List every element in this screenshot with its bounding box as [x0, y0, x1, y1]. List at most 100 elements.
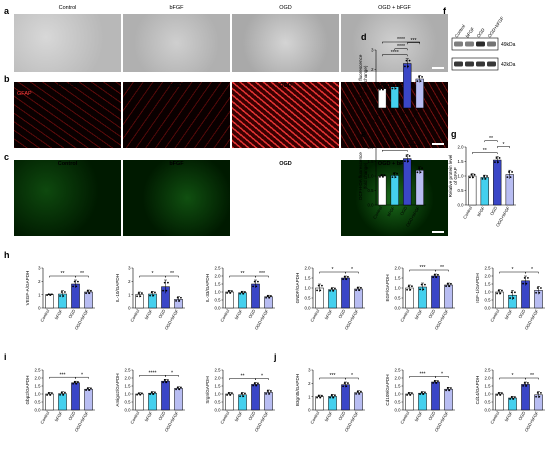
significance-stars: *** — [419, 372, 425, 378]
y-tick-label: 0.0 — [368, 203, 375, 208]
bar — [415, 169, 424, 206]
data-point — [342, 385, 344, 388]
bar — [403, 158, 412, 206]
data-point — [484, 177, 487, 180]
data-point — [391, 87, 394, 90]
data-point — [334, 394, 336, 397]
y-tick-label: 2.0 — [395, 376, 402, 381]
data-point — [536, 287, 539, 289]
data-point — [242, 292, 245, 295]
y-axis-label: (fold change) — [363, 65, 368, 92]
data-point — [405, 59, 408, 62]
y-tick-label: 1.0 — [395, 286, 402, 291]
bar — [493, 159, 502, 206]
significance-stars: **** — [397, 44, 405, 50]
bar — [341, 277, 350, 309]
y-tick-label: 2 — [371, 67, 374, 72]
y-tick-label: 1.0 — [485, 392, 492, 397]
data-point — [226, 394, 228, 396]
significance-stars: ** — [530, 373, 534, 379]
data-point — [244, 290, 246, 293]
data-point — [435, 382, 438, 384]
data-point — [345, 278, 348, 281]
data-point — [180, 386, 182, 389]
blot-frame — [451, 57, 499, 71]
x-tick-label: Control — [219, 410, 230, 424]
data-point — [448, 389, 451, 392]
blot-band — [476, 61, 485, 67]
data-point — [525, 282, 528, 285]
data-point — [473, 173, 476, 176]
data-point — [416, 80, 419, 82]
x-tick-label: OGD — [67, 411, 76, 422]
scale-bar — [432, 67, 444, 69]
data-point — [418, 167, 420, 170]
y-tick-label: 0.5 — [368, 188, 375, 193]
y-tick-label: 1.0 — [215, 290, 222, 295]
data-point — [407, 160, 409, 163]
panel-letter-b: b — [4, 74, 10, 84]
data-point — [408, 59, 411, 62]
x-tick-label: Control — [129, 308, 140, 322]
data-point — [499, 292, 502, 295]
data-point — [511, 171, 513, 173]
data-point — [62, 295, 65, 297]
data-point — [163, 281, 166, 284]
data-point — [356, 390, 359, 393]
x-tick-label: Control — [39, 308, 50, 322]
y-axis-label: Cd14/GAPDH — [475, 376, 480, 405]
data-point — [404, 160, 406, 163]
x-tick-label: bFGF — [386, 205, 396, 217]
data-point — [257, 280, 259, 283]
x-tick-label: OGD — [399, 109, 408, 120]
x-tick-label: OGD — [157, 309, 166, 320]
data-point — [435, 276, 438, 279]
data-point — [51, 392, 53, 394]
y-axis-label: B3gnt5/GAPDH — [295, 374, 300, 406]
chart-j2: 0.0 0.5 1.0 1.5 2.0 2.5 Cd109/GAPDH Control bFGF… — [385, 368, 455, 433]
data-point — [509, 398, 511, 400]
data-point — [176, 386, 179, 389]
data-point — [343, 382, 346, 384]
y-tick-label: 2.5 — [215, 368, 222, 373]
data-point — [265, 392, 267, 395]
x-tick-label: Control — [309, 410, 320, 424]
significance-stars: **** — [391, 145, 399, 151]
data-point — [242, 395, 245, 398]
data-point — [506, 176, 509, 179]
gfap-image-control — [14, 82, 121, 148]
data-point — [523, 277, 526, 279]
data-point — [60, 391, 63, 394]
panel-a-strip — [14, 14, 448, 72]
data-point — [433, 380, 436, 382]
bar — [508, 397, 517, 411]
data-point — [508, 171, 510, 173]
y-tick-label: 1.5 — [485, 282, 492, 287]
data-point — [420, 283, 423, 286]
data-point — [409, 288, 412, 291]
x-tick-label: OGD — [427, 411, 436, 422]
data-point — [396, 84, 398, 86]
green-image-control — [14, 160, 121, 236]
data-point — [382, 88, 384, 91]
y-axis-label: Relative protein level — [448, 155, 453, 198]
data-point — [501, 392, 503, 394]
bar — [225, 393, 234, 411]
data-point — [483, 175, 485, 177]
blot-kda-label: 42kDa — [501, 62, 516, 68]
data-point — [180, 296, 182, 299]
data-point — [494, 161, 496, 164]
y-axis-label: VEGF-A/GAPDH — [25, 271, 30, 306]
data-point — [450, 387, 452, 389]
data-point — [319, 396, 322, 399]
data-point — [231, 290, 233, 292]
y-axis-label: IL-33/GAPDH — [205, 274, 210, 302]
y-axis-label: (fold change) — [363, 162, 368, 189]
data-point — [330, 394, 333, 397]
data-point — [178, 300, 181, 302]
significance-stars: * — [351, 267, 353, 273]
bar — [58, 393, 67, 411]
